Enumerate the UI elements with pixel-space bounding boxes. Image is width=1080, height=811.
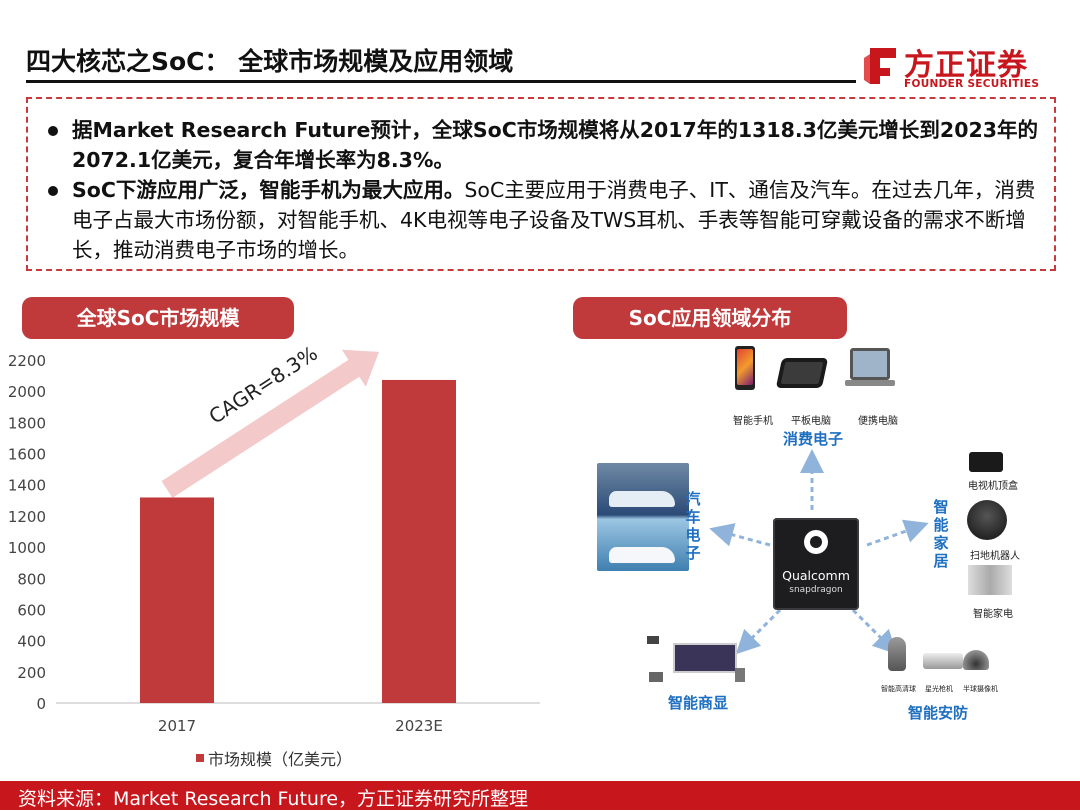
y-tick-label: 1000 <box>8 539 46 557</box>
y-tick-label: 2000 <box>8 383 46 401</box>
arrow-to-auto <box>709 523 771 547</box>
source-note: 资料来源：Market Research Future，方正证券研究所整理 <box>18 788 529 810</box>
y-tick-label: 2200 <box>8 352 46 370</box>
legend-swatch <box>196 754 204 762</box>
y-tick-label: 1600 <box>8 446 46 464</box>
smartphone-icon <box>735 346 755 390</box>
car-images-icon <box>597 463 689 571</box>
y-tick-label: 800 <box>17 570 46 588</box>
y-tick-label: 400 <box>17 633 46 651</box>
chip-sub: snapdragon <box>789 585 843 595</box>
item-smartphone: 智能手机 <box>733 416 773 427</box>
item-robot-vacuum: 扫地机器人 <box>970 551 1020 562</box>
item-home-appliance: 智能家电 <box>973 609 1013 620</box>
x-axis-tick-labels: 2017 2023E <box>158 717 443 735</box>
bullet-2-bold: SoC下游应用广泛，智能手机为最大应用。 <box>72 178 465 202</box>
category-auto: 汽车电子 <box>685 490 701 562</box>
laptop-icon <box>850 348 890 380</box>
item-hd-ptz: 智能高清球 <box>881 685 916 693</box>
cagr-arrow <box>161 349 379 498</box>
set-top-box-icon <box>969 452 1003 472</box>
dome-camera-icon <box>888 637 906 671</box>
key-points-box: 据Market Research Future预计，全球SoC市场规模将从201… <box>26 97 1056 271</box>
arrow-to-display <box>735 608 782 655</box>
arrow-to-home <box>866 519 929 547</box>
chart-section-title: 全球SoC市场规模 <box>22 297 294 339</box>
legend-label: 市场规模（亿美元） <box>208 750 352 769</box>
logo-english-name: FOUNDER SECURITIES <box>904 78 1040 90</box>
soc-market-chart: 0 200 400 600 800 1000 1200 1400 1600 1800 2000 220… <box>8 345 540 769</box>
commercial-display-icon <box>673 643 737 673</box>
y-axis-tick-labels: 0 200 400 600 800 1000 1200 1400 1600 1800 2000 220… <box>8 352 46 713</box>
diagram-arrows <box>709 449 929 655</box>
bullet-point-2: SoC下游应用广泛，智能手机为最大应用。SoC主要应用于消费电子、IT、通信及汽… <box>48 175 1040 265</box>
item-tablet: 平板电脑 <box>791 416 831 427</box>
display-small-icon <box>647 636 659 644</box>
category-display: 智能商显 <box>668 694 729 712</box>
x-tick-label: 2023E <box>395 717 443 735</box>
x-tick-label: 2017 <box>158 717 196 735</box>
company-logo: 方正证券 FOUNDER SECURITIES <box>862 40 1052 90</box>
chip-brand: Qualcomm <box>782 568 850 583</box>
diagram-section-title: SoC应用领域分布 <box>573 297 847 339</box>
tablet-icon <box>775 358 829 388</box>
bar-2023E <box>382 379 456 703</box>
category-consumer: 消费电子 <box>783 430 844 448</box>
item-half-dome-camera: 半球摄像机 <box>963 685 998 693</box>
y-tick-label: 200 <box>17 664 46 682</box>
bullet-1-bold: 据Market Research Future预计，全球SoC市场规模将从201… <box>72 118 1038 172</box>
y-tick-label: 0 <box>36 695 46 713</box>
y-tick-label: 1200 <box>8 508 46 526</box>
footer-bar: 资料来源：Market Research Future，方正证券研究所整理 <box>0 781 1080 810</box>
robot-vacuum-icon <box>967 500 1007 540</box>
y-tick-label: 600 <box>17 601 46 619</box>
category-security: 智能安防 <box>908 704 969 722</box>
bar-series <box>140 379 456 703</box>
category-home: 智能家居 <box>933 498 949 570</box>
y-tick-label: 1800 <box>8 414 46 432</box>
arrow-to-security <box>851 608 898 655</box>
logo-chinese-name: 方正证券 <box>904 48 1028 83</box>
y-tick-label: 1400 <box>8 477 46 495</box>
item-set-top-box: 电视机顶盒 <box>968 481 1018 492</box>
bullet-point-1: 据Market Research Future预计，全球SoC市场规模将从201… <box>48 115 1040 175</box>
bar-2017 <box>140 497 214 703</box>
page-title: 四大核芯之SoC： 全球市场规模及应用领域 <box>26 47 514 76</box>
founder-logo-icon <box>864 48 896 84</box>
qualcomm-chip-icon: Qualcomm snapdragon <box>773 518 859 610</box>
bullet-camera-icon <box>923 653 963 669</box>
item-laptop: 便携电脑 <box>858 416 898 427</box>
item-starlight-camera: 星光枪机 <box>925 685 953 693</box>
half-dome-camera-icon <box>963 650 989 670</box>
title-underline <box>26 80 856 83</box>
application-diagram: Qualcomm snapdragon 智能手机 平板电脑 便携电脑 消费电子 … <box>575 340 1080 775</box>
home-appliance-icon <box>968 565 1012 595</box>
bullet-2-text: SoC主要应用于消费电子、IT、通信及汽车。在过去几年，消费电子占最大市场份额，… <box>72 178 1036 262</box>
